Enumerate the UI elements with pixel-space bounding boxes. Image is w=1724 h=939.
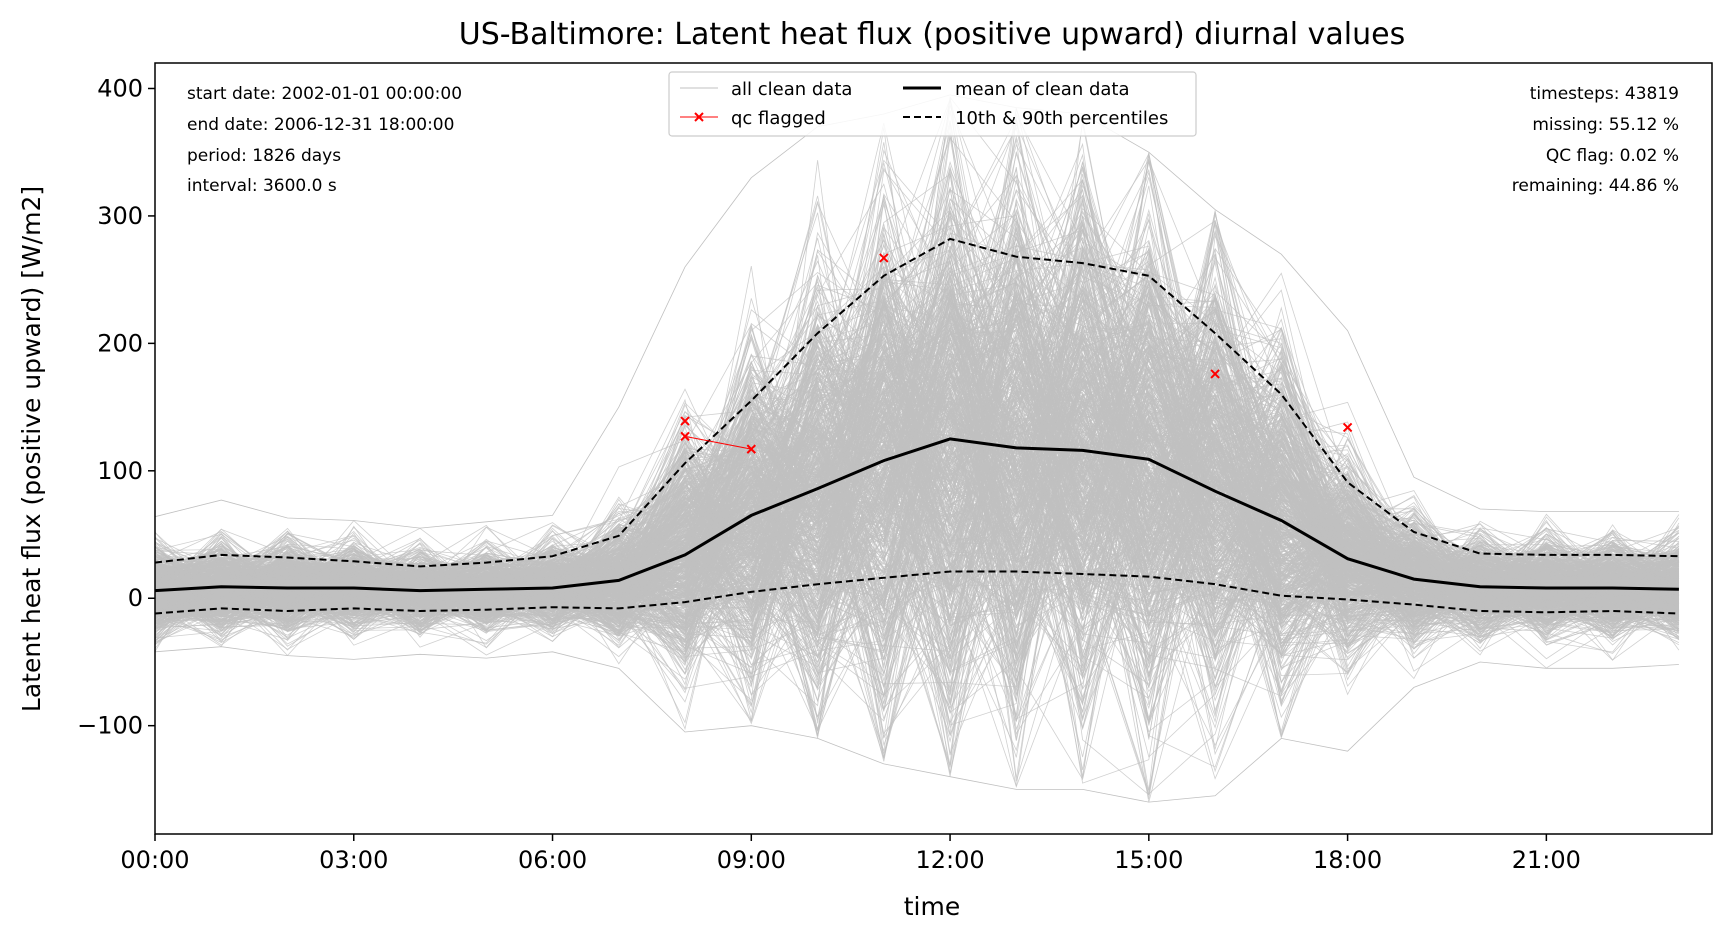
clean-data-line bbox=[154, 302, 1680, 696]
clean-data-line bbox=[154, 361, 1680, 632]
clean-data-line bbox=[154, 347, 1680, 705]
clean-data-line bbox=[154, 249, 1679, 796]
y-tick-label: 400 bbox=[97, 74, 143, 102]
y-tick-label: 0 bbox=[128, 584, 143, 612]
x-tick-label: 00:00 bbox=[120, 846, 189, 874]
clean-data-line bbox=[154, 369, 1680, 652]
mean-line-layer bbox=[154, 437, 1679, 593]
clean-data-line bbox=[154, 249, 1680, 685]
info-timesteps: timesteps: 43819 bbox=[1530, 84, 1679, 104]
y-tick-label: 100 bbox=[97, 457, 143, 485]
clean-data-lines bbox=[154, 94, 1680, 803]
qc-flagged-point bbox=[1210, 369, 1220, 379]
clean-data-line bbox=[154, 134, 1680, 659]
legend-label-mean: mean of clean data bbox=[955, 79, 1130, 100]
x-tick-label: 12:00 bbox=[915, 846, 984, 874]
x-tick-label: 18:00 bbox=[1313, 846, 1382, 874]
y-axis-ticks: −100 0 100 200 300 400 bbox=[77, 74, 155, 740]
clean-data-line bbox=[154, 227, 1679, 732]
clean-data-line bbox=[154, 326, 1680, 610]
clean-data-line bbox=[154, 431, 1680, 684]
y-tick-label: 300 bbox=[97, 202, 143, 230]
x-tick-label: 21:00 bbox=[1512, 846, 1581, 874]
clean-data-line bbox=[154, 210, 1680, 673]
qc-flagged-point bbox=[680, 416, 690, 426]
qc-flagged-segment bbox=[684, 435, 752, 450]
percentile-10-line bbox=[154, 570, 1679, 615]
info-missing: missing: 55.12 % bbox=[1532, 115, 1679, 135]
legend-label-all-clean-data: all clean data bbox=[731, 79, 852, 100]
qc-flagged-point bbox=[680, 431, 690, 442]
clean-data-min-line bbox=[154, 646, 1679, 803]
legend-swatch-qc-flagged-marker bbox=[694, 112, 704, 122]
percentile-90-line bbox=[154, 237, 1679, 568]
clean-data-line bbox=[154, 346, 1680, 628]
legend: all clean data qc flagged mean of clean … bbox=[668, 71, 1197, 137]
clean-data-line bbox=[154, 432, 1679, 653]
y-tick-label: −100 bbox=[77, 712, 143, 740]
x-tick-label: 09:00 bbox=[717, 846, 786, 874]
chart-title: US-Baltimore: Latent heat flux (positive… bbox=[459, 17, 1406, 52]
info-left: start date: 2002-01-01 00:00:00 end date… bbox=[187, 84, 462, 196]
clean-data-line bbox=[154, 290, 1679, 624]
x-tick-label: 03:00 bbox=[319, 846, 388, 874]
clean-data-line bbox=[154, 309, 1680, 630]
clean-data-line bbox=[154, 346, 1679, 758]
qc-flagged-points bbox=[680, 253, 1353, 454]
mean-line bbox=[154, 437, 1679, 593]
x-tick-label: 06:00 bbox=[518, 846, 587, 874]
clean-data-line bbox=[154, 274, 1680, 627]
percentile-lines bbox=[154, 237, 1679, 615]
info-qc-flag: QC flag: 0.02 % bbox=[1546, 146, 1679, 166]
x-tick-label: 15:00 bbox=[1114, 846, 1183, 874]
plot-frame bbox=[154, 62, 1713, 835]
info-remaining: remaining: 44.86 % bbox=[1512, 176, 1679, 196]
legend-box bbox=[668, 71, 1197, 137]
clean-data-line bbox=[154, 282, 1679, 648]
info-right: timesteps: 43819 missing: 55.12 % QC fla… bbox=[1512, 84, 1679, 196]
clean-data-line bbox=[154, 169, 1680, 637]
clean-data-line bbox=[154, 376, 1679, 656]
info-interval: interval: 3600.0 s bbox=[187, 176, 337, 196]
clean-data-line bbox=[154, 298, 1680, 635]
clean-data-line bbox=[154, 104, 1679, 623]
qc-flagged-point bbox=[746, 444, 757, 454]
y-tick-label: 200 bbox=[97, 329, 143, 357]
clean-data-line bbox=[154, 201, 1680, 632]
legend-label-percentiles: 10th & 90th percentiles bbox=[955, 108, 1168, 129]
info-start-date: start date: 2002-01-01 00:00:00 bbox=[187, 84, 462, 104]
legend-label-qc-flagged: qc flagged bbox=[731, 108, 826, 129]
x-axis-label: time bbox=[904, 892, 960, 921]
info-period: period: 1826 days bbox=[187, 146, 341, 166]
qc-flagged-point bbox=[879, 253, 889, 263]
y-axis-label: Latent heat flux (positive upward) [W/m2… bbox=[17, 186, 46, 712]
clean-data-line bbox=[154, 183, 1679, 756]
qc-flagged-point bbox=[1342, 422, 1353, 433]
clean-data-line bbox=[154, 337, 1680, 680]
x-axis-ticks: 00:00 03:00 06:00 09:00 12:00 15:00 18:00 21:00 bbox=[120, 834, 1581, 874]
clean-data-line bbox=[154, 337, 1679, 644]
info-end-date: end date: 2006-12-31 18:00:00 bbox=[187, 115, 454, 135]
